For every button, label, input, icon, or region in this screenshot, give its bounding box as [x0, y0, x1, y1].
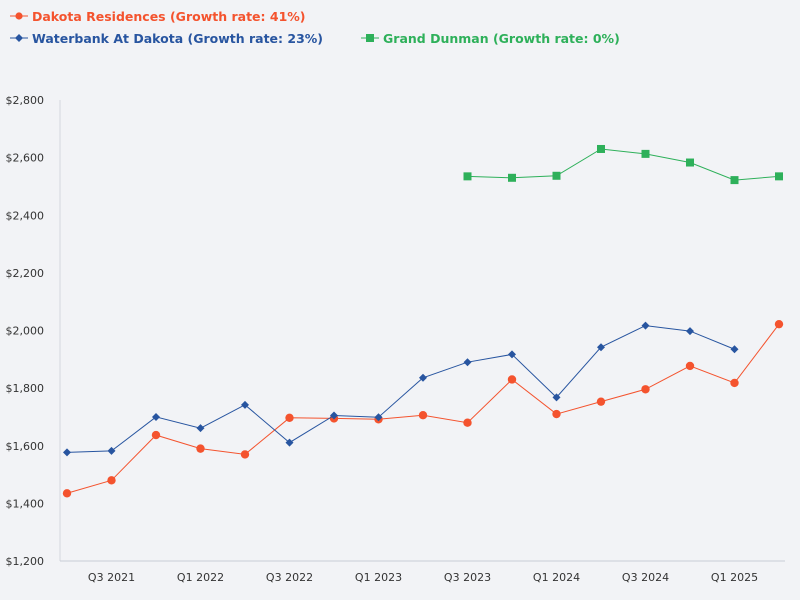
y-tick-label: $2,000: [6, 325, 45, 338]
circle-marker-icon: [10, 12, 28, 20]
data-point: [107, 476, 116, 485]
data-point: [463, 358, 472, 367]
data-point: [730, 345, 739, 354]
x-tick-label: Q3 2022: [266, 571, 313, 584]
data-point: [463, 172, 472, 181]
data-point: [686, 327, 694, 336]
data-point: [641, 321, 650, 330]
square-marker-icon: [361, 34, 380, 42]
x-tick-label: Q3 2021: [88, 571, 135, 584]
x-tick-label: Q1 2023: [355, 571, 402, 584]
data-point: [63, 448, 71, 457]
data-point: [597, 144, 605, 153]
series-line: [467, 148, 780, 181]
legend-label: Dakota Residences (Growth rate: 41%): [32, 8, 306, 24]
series-line: [66, 323, 780, 494]
diamond-marker-icon: [10, 34, 28, 42]
legend: Dakota Residences (Growth rate: 41%) Wat…: [10, 8, 650, 46]
data-point: [730, 378, 739, 388]
data-point: [285, 413, 294, 423]
data-point: [508, 350, 516, 359]
data-point: [508, 173, 516, 182]
data-point: [419, 373, 427, 382]
data-point: [151, 430, 161, 440]
data-point: [240, 450, 250, 459]
data-point: [62, 489, 72, 498]
data-point: [463, 418, 472, 427]
series-square: [463, 144, 783, 185]
data-point: [196, 444, 205, 453]
data-point: [596, 397, 606, 406]
data-point: [552, 393, 561, 402]
y-tick-label: $2,400: [6, 209, 45, 222]
x-tick-label: Q3 2024: [622, 571, 669, 584]
data-point: [686, 158, 694, 167]
x-tick-label: Q1 2024: [533, 571, 580, 584]
data-point: [196, 424, 205, 433]
data-point: [285, 438, 294, 447]
data-point: [507, 375, 517, 384]
legend-item-grand-dunman[interactable]: Grand Dunman (Growth rate: 0%): [361, 30, 620, 46]
data-point: [775, 172, 783, 181]
data-point: [641, 385, 650, 394]
data-point: [597, 343, 605, 352]
data-point: [774, 319, 784, 329]
series-line: [66, 325, 735, 453]
y-tick-label: $1,400: [6, 497, 45, 510]
legend-label: Waterbank At Dakota (Growth rate: 23%): [32, 30, 324, 46]
y-tick-label: $1,600: [6, 440, 45, 453]
y-tick-label: $1,200: [6, 555, 45, 568]
data-point: [685, 361, 695, 371]
data-point: [152, 412, 160, 421]
series-circle: [62, 319, 784, 498]
data-point: [552, 171, 561, 180]
y-tick-label: $2,200: [6, 267, 45, 280]
legend-item-dakota-residences[interactable]: Dakota Residences (Growth rate: 41%): [10, 8, 306, 24]
data-point: [241, 400, 249, 409]
legend-label: Grand Dunman (Growth rate: 0%): [383, 30, 620, 46]
data-point: [374, 413, 383, 422]
x-tick-label: Q3 2023: [444, 571, 491, 584]
data-point: [418, 411, 428, 420]
y-tick-label: $2,600: [6, 152, 45, 165]
series-diamond: [63, 321, 739, 457]
data-point: [552, 409, 561, 419]
data-point: [641, 149, 650, 158]
data-point: [730, 176, 739, 185]
x-tick-label: Q1 2025: [711, 571, 758, 584]
data-point: [330, 411, 338, 420]
legend-item-waterbank-at-dakota[interactable]: Waterbank At Dakota (Growth rate: 23%): [10, 30, 323, 46]
data-point: [107, 446, 116, 455]
x-tick-label: Q1 2022: [177, 571, 224, 584]
y-tick-label: $1,800: [6, 382, 45, 395]
y-tick-label: $2,800: [6, 94, 45, 107]
